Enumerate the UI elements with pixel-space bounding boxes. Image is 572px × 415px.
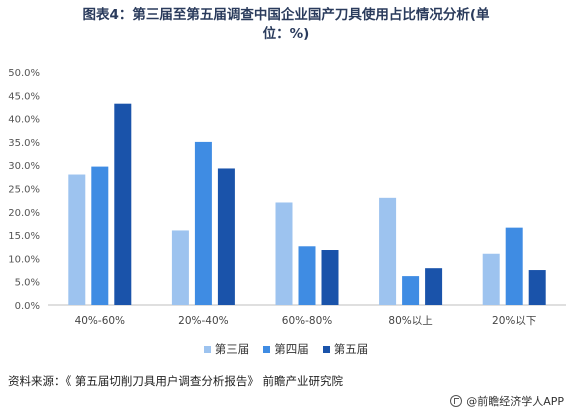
legend-swatch-series2 <box>263 345 271 353</box>
legend-label-series3: 第五届 <box>333 342 369 356</box>
y-tick-label: 15.0% <box>8 231 40 242</box>
y-tick-label: 20.0% <box>8 208 40 219</box>
bar-series1 <box>275 202 293 305</box>
x-tick-label: 20%以下 <box>492 315 536 327</box>
legend-item-series1: 第三届 <box>203 341 250 357</box>
bar-series3 <box>114 103 132 305</box>
y-tick-label: 10.0% <box>8 254 40 265</box>
legend-label-series1: 第三届 <box>214 342 250 356</box>
legend-item-series3: 第五届 <box>322 341 369 357</box>
bar-series1 <box>482 253 500 305</box>
bar-chart: 0.0% 5.0% 10.0% 15.0% 20.0% 25.0% 30.0% 35.0% 40… <box>8 68 566 327</box>
y-tick-label: 30.0% <box>8 161 40 172</box>
brand-footer: @前瞻经济学人APP <box>450 393 564 409</box>
legend-item-series2: 第四届 <box>263 341 309 357</box>
brand-text: @前瞻经济学人APP <box>466 395 564 408</box>
legend-label-series2: 第四届 <box>274 342 309 356</box>
bar-series1 <box>68 174 86 305</box>
source-note: 资料来源：《 第五届切削刀具用户调查分析报告》 前瞻产业研究院 <box>8 374 344 388</box>
chart-title: 图表4：第三届至第五届调查中国企业国产刀具使用占比情况分析(单 位：%) <box>0 6 572 44</box>
bar-series2 <box>505 227 523 305</box>
chart-title-line2: 位：%) <box>262 26 310 42</box>
y-tick-label: 25.0% <box>8 185 40 196</box>
bar-series1 <box>379 197 397 305</box>
y-tick-label: 35.0% <box>8 138 40 149</box>
bar-series2 <box>298 246 316 305</box>
bar-series3 <box>217 168 235 305</box>
x-tick-label: 20%-40% <box>178 315 228 327</box>
bar-series2 <box>91 166 109 305</box>
y-tick-label: 40.0% <box>8 115 40 126</box>
chart-legend: 第三届 第四届 第五届 <box>0 341 572 357</box>
legend-swatch-series3 <box>322 345 330 353</box>
bar-series2 <box>194 141 212 305</box>
y-tick-label: 5.0% <box>15 278 40 289</box>
bar-series3 <box>425 268 443 305</box>
bar-series2 <box>402 276 420 305</box>
bar-series3 <box>528 270 546 305</box>
legend-swatch-series1 <box>203 345 211 353</box>
y-tick-label: 45.0% <box>8 91 40 102</box>
y-tick-label: 0.0% <box>15 301 40 312</box>
bar-series3 <box>321 250 339 305</box>
chart-title-line1: 图表4：第三届至第五届调查中国企业国产刀具使用占比情况分析(单 <box>82 7 490 23</box>
y-tick-label: 50.0% <box>8 68 40 79</box>
bar-series1 <box>171 230 189 305</box>
brand-logo-icon <box>450 395 463 407</box>
x-tick-label: 40%-60% <box>75 315 125 327</box>
x-tick-label: 60%-80% <box>282 315 332 327</box>
x-tick-label: 80%以上 <box>388 315 432 327</box>
